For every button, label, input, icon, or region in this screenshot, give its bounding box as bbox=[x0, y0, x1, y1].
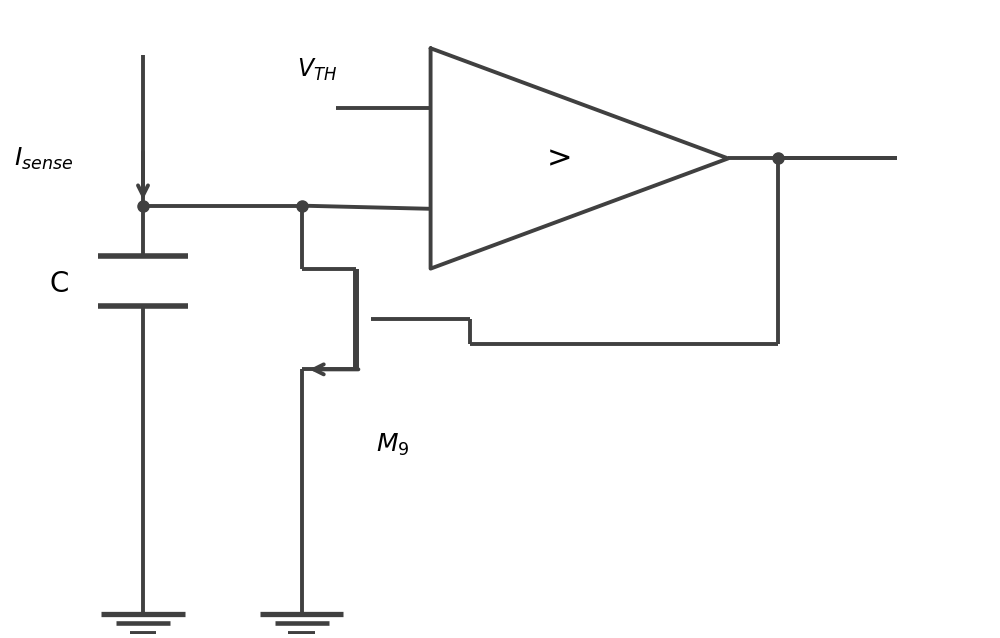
Text: $M_9$: $M_9$ bbox=[376, 432, 409, 458]
Text: C: C bbox=[49, 271, 68, 299]
Text: $V_{TH}$: $V_{TH}$ bbox=[297, 57, 337, 84]
Text: $I_{sense}$: $I_{sense}$ bbox=[14, 145, 74, 172]
Text: >: > bbox=[547, 144, 572, 173]
